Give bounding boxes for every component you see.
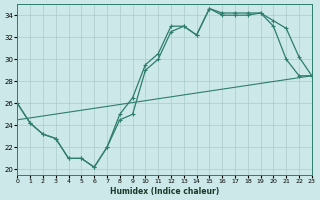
X-axis label: Humidex (Indice chaleur): Humidex (Indice chaleur) [110, 187, 219, 196]
